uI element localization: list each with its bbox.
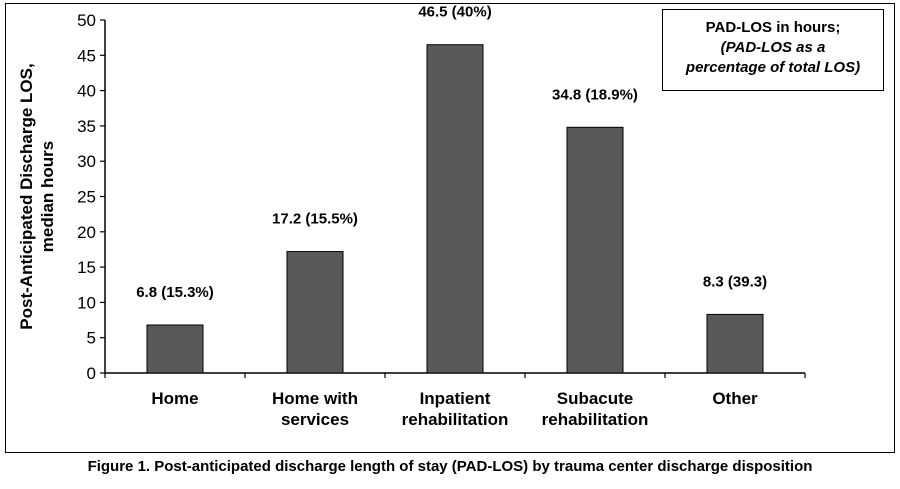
data-label: 6.8 (15.3%) (136, 284, 214, 301)
y-tick-label: 0 (87, 364, 96, 383)
y-tick-label: 15 (77, 258, 96, 277)
category-label: Other (712, 389, 758, 408)
y-axis-title-line: Post-Anticipated Discharge LOS, (17, 63, 36, 329)
category-label: rehabilitation (402, 410, 509, 429)
category-label: rehabilitation (542, 410, 649, 429)
y-tick-label: 20 (77, 223, 96, 242)
bar (286, 251, 344, 374)
bar (706, 313, 764, 374)
y-tick-label: 5 (87, 329, 96, 348)
legend-note-line-2: (PAD-LOS as a (720, 39, 826, 56)
bar (566, 126, 624, 374)
category-label: Subacute (557, 389, 634, 408)
legend-note-line-3: percentage of total LOS) (685, 59, 861, 76)
category-label: services (281, 410, 349, 429)
data-label: 8.3 (39.3) (703, 273, 767, 290)
legend-note-line-1: PAD-LOS in hours; (705, 19, 841, 36)
y-tick-label: 50 (77, 11, 96, 30)
bar (146, 324, 204, 374)
y-tick-label: 25 (77, 188, 96, 207)
data-label: 46.5 (40%) (418, 4, 491, 21)
data-label: 17.2 (15.5%) (272, 211, 358, 228)
category-label: Home with (272, 389, 358, 408)
figure-caption: Figure 1. Post-anticipated discharge len… (87, 458, 813, 475)
y-tick-label: 35 (77, 117, 96, 136)
chart-frame (5, 3, 895, 453)
category-label: Home (151, 389, 198, 408)
category-label: Inpatient (420, 389, 491, 408)
legend-note: PAD-LOS in hours; (PAD-LOS as a percenta… (662, 9, 884, 91)
y-tick-label: 45 (77, 46, 96, 65)
y-axis-title-line: median hours (38, 141, 57, 252)
y-tick-label: 30 (77, 152, 96, 171)
y-tick-label: 40 (77, 82, 96, 101)
y-tick-label: 10 (77, 293, 96, 312)
data-label: 34.8 (18.9%) (552, 86, 638, 103)
bar (426, 44, 484, 374)
